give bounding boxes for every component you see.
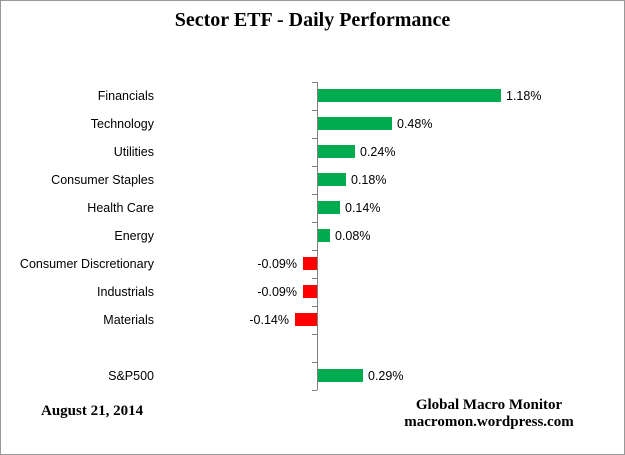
axis-tick — [312, 110, 317, 111]
attribution: Global Macro Monitor macromon.wordpress.… — [379, 397, 599, 431]
category-label: Utilities — [113, 145, 154, 159]
axis-tick — [312, 390, 317, 391]
axis-tick — [312, 82, 317, 83]
value-label: 0.14% — [345, 201, 381, 215]
bar-positive — [318, 89, 501, 102]
category-label: Health Care — [87, 201, 154, 215]
value-label: -0.09% — [257, 285, 297, 299]
bar-negative — [295, 313, 317, 326]
category-label: Consumer Staples — [51, 173, 154, 187]
value-label: 0.48% — [397, 117, 433, 131]
category-label: Financials — [97, 89, 154, 103]
bar-positive — [318, 369, 363, 382]
chart-title: Sector ETF - Daily Performance — [174, 9, 451, 31]
value-label: 0.24% — [360, 145, 396, 159]
axis-tick — [312, 278, 317, 279]
attribution-line1: Global Macro Monitor — [415, 397, 563, 413]
category-label: S&P500 — [108, 369, 154, 383]
axis-tick — [312, 166, 317, 167]
category-label: Industrials — [97, 285, 154, 299]
bar-positive — [318, 145, 355, 158]
value-label: 0.18% — [351, 173, 387, 187]
date-label: August 21, 2014 — [41, 403, 144, 419]
value-label: 1.18% — [506, 89, 542, 103]
category-axis-line — [317, 82, 318, 390]
axis-tick — [312, 362, 317, 363]
bar-negative — [303, 285, 317, 298]
axis-tick — [312, 222, 317, 223]
axis-tick — [312, 306, 317, 307]
bar-positive — [318, 117, 392, 130]
axis-tick — [312, 334, 317, 335]
category-label: Energy — [114, 229, 154, 243]
bar-negative — [303, 257, 317, 270]
value-label: 0.29% — [368, 369, 404, 383]
axis-tick — [312, 194, 317, 195]
category-label: Technology — [90, 117, 154, 131]
category-label: Materials — [103, 313, 154, 327]
bar-positive — [318, 229, 330, 242]
value-label: -0.09% — [257, 257, 297, 271]
attribution-line2: macromon.wordpress.com — [404, 414, 574, 430]
bar-positive — [318, 201, 340, 214]
category-label: Consumer Discretionary — [19, 257, 154, 271]
value-label: -0.14% — [249, 313, 289, 327]
axis-tick — [312, 250, 317, 251]
axis-tick — [312, 138, 317, 139]
bar-positive — [318, 173, 346, 186]
value-label: 0.08% — [335, 229, 371, 243]
